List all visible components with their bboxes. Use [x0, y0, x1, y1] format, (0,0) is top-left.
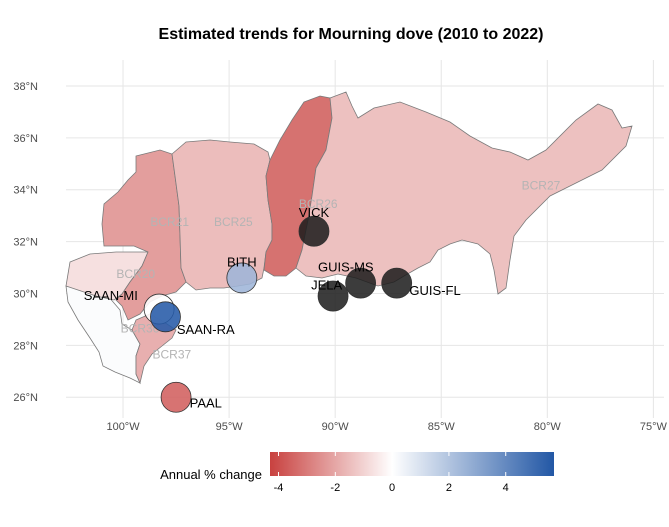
site-labels: VICK BITH GUIS-MS JELA GUIS-FL SAAN-MI SAAN-RA…: [84, 205, 461, 411]
region-label: BCR25: [214, 215, 253, 229]
site-marker: [345, 267, 377, 299]
site-label: GUIS-MS: [318, 260, 374, 275]
region-label: BCR27: [522, 179, 561, 193]
x-tick-label: 75°W: [640, 421, 668, 433]
legend: Annual % change -4 -2 0 2 4: [160, 452, 554, 494]
site-markers: [143, 215, 413, 413]
site-label: SAAN-RA: [177, 322, 235, 337]
region-label: BCR26: [299, 197, 338, 211]
legend-tick-label: -4: [274, 482, 284, 494]
region-label: BCR20: [116, 267, 155, 281]
legend-colorbar: [270, 452, 554, 476]
y-tick-label: 38°N: [13, 81, 38, 93]
x-tick-label: 80°W: [534, 421, 562, 433]
x-tick-label: 85°W: [428, 421, 456, 433]
region-label: BCR21: [150, 215, 189, 229]
x-tick-label: 95°W: [216, 421, 244, 433]
y-tick-label: 32°N: [13, 237, 38, 249]
y-tick-label: 30°N: [13, 288, 38, 300]
site-marker: [150, 301, 181, 333]
region-bcr27: [295, 91, 633, 295]
x-tick-label: 90°W: [322, 421, 350, 433]
site-marker: [317, 280, 349, 312]
legend-tick-label: 0: [389, 482, 395, 494]
legend-tick-label: -2: [330, 482, 340, 494]
site-marker: [160, 381, 192, 413]
site-label: BITH: [227, 254, 257, 269]
region-labels: BCR20 BCR21 BCR25 BCR26 BCR27 BCR36 BCR37: [116, 179, 560, 362]
site-label: JELA: [311, 278, 342, 293]
y-tick-label: 28°N: [13, 340, 38, 352]
site-label: GUIS-FL: [409, 283, 460, 298]
chart-title: Estimated trends for Mourning dove (2010…: [159, 26, 544, 43]
bcr-regions: [65, 91, 633, 385]
site-marker: [298, 215, 330, 247]
site-marker: [226, 262, 258, 294]
y-tick-label: 36°N: [13, 133, 38, 145]
legend-ticks: -4 -2 0 2 4: [274, 452, 509, 494]
region-label: BCR37: [152, 347, 191, 361]
site-label: SAAN-MI: [84, 288, 138, 303]
legend-title: Annual % change: [160, 467, 262, 482]
site-marker: [381, 267, 413, 299]
y-tick-label: 34°N: [13, 185, 38, 197]
region-label: BCR36: [121, 321, 160, 335]
x-tick-label: 100°W: [106, 421, 140, 433]
legend-tick-label: 4: [503, 482, 509, 494]
legend-tick-label: 2: [446, 482, 452, 494]
site-label: PAAL: [190, 396, 222, 411]
site-label: VICK: [299, 205, 330, 220]
y-tick-label: 26°N: [13, 392, 38, 404]
